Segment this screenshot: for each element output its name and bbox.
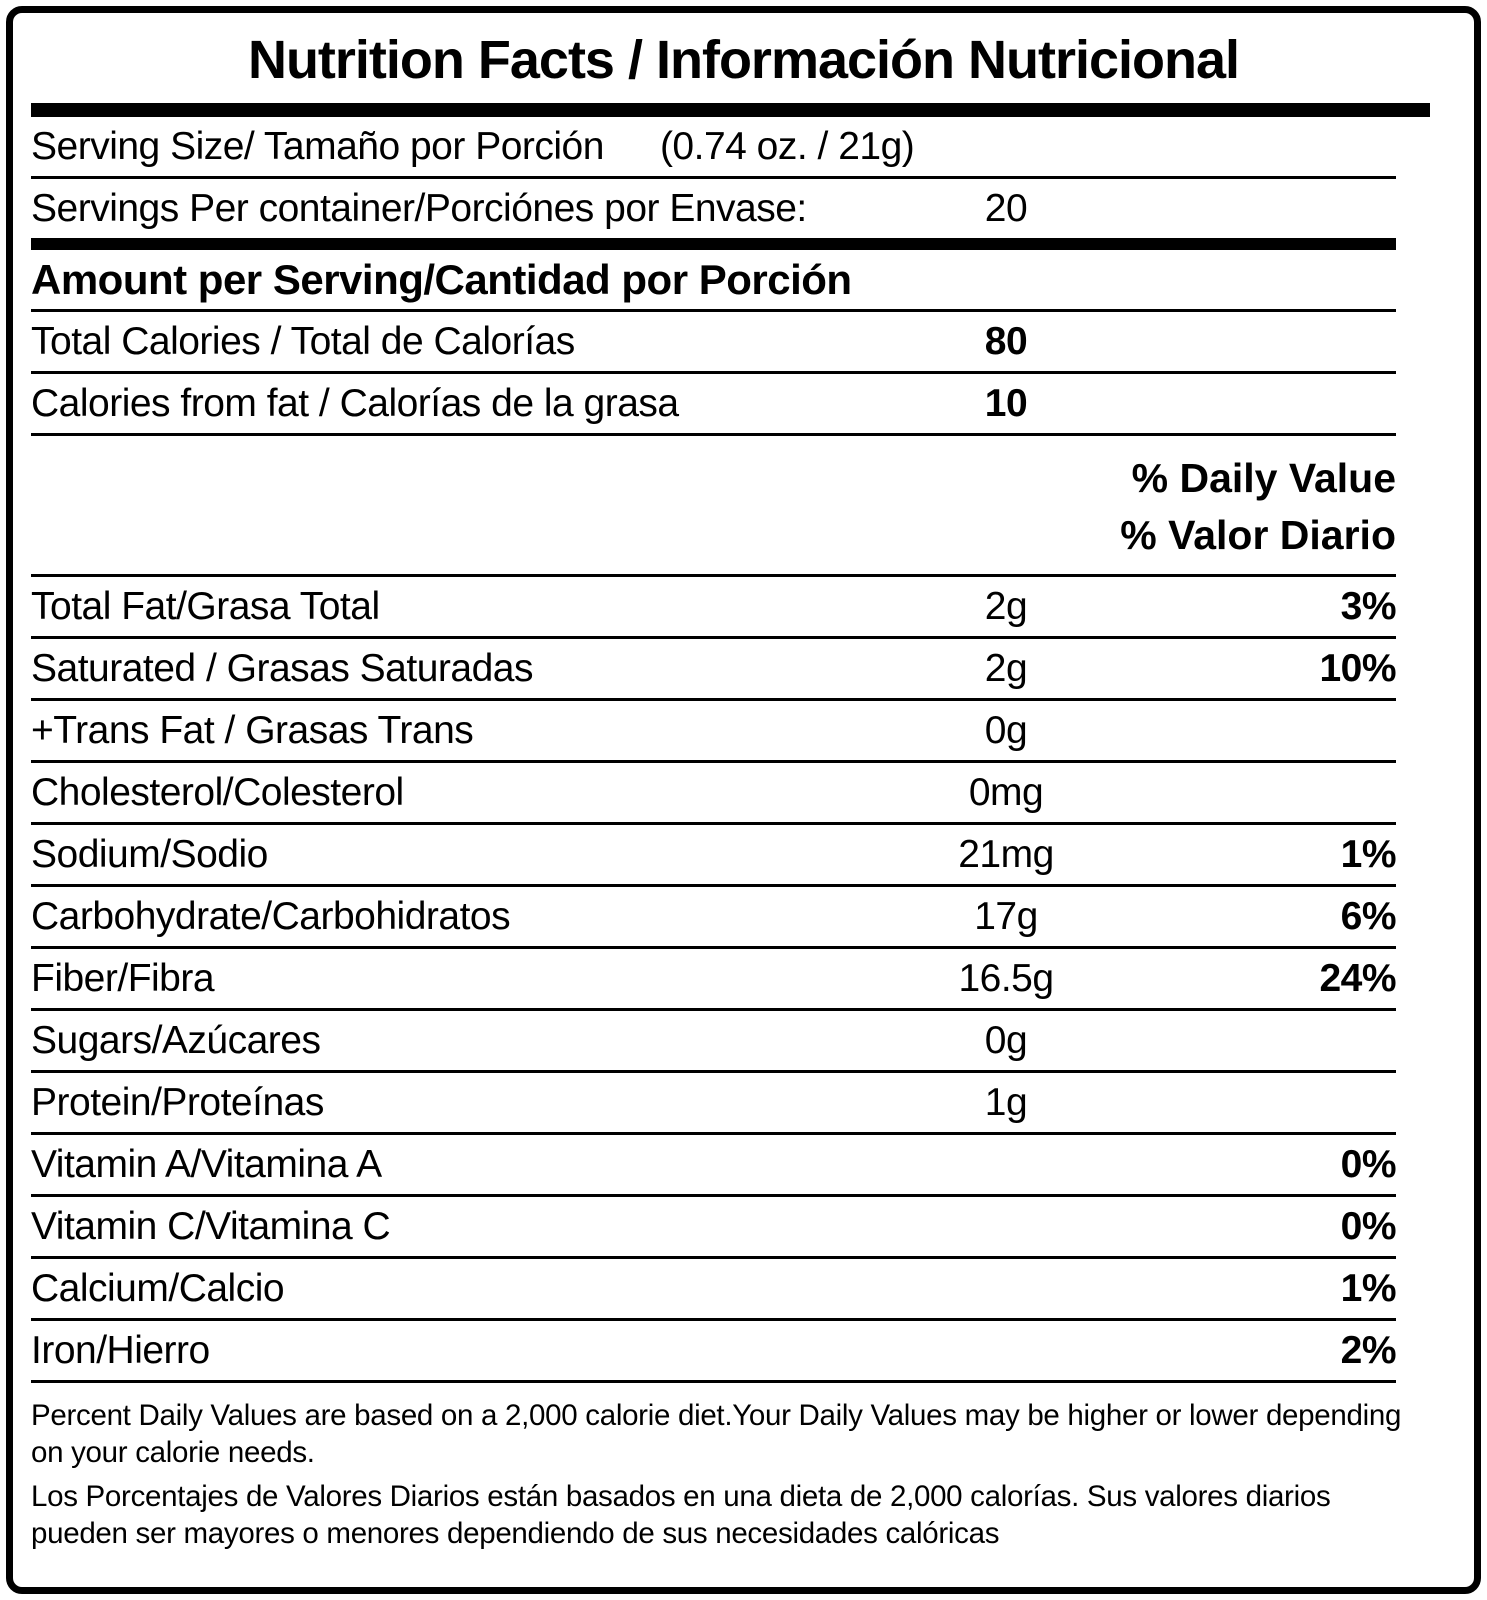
nutrient-label: Sugars/Azúcares xyxy=(31,1018,321,1062)
nutrient-row-vitamin-c: Vitamin C/Vitamina C 0% xyxy=(31,1197,1397,1259)
nutrient-row-saturated-fat: Saturated / Grasas Saturadas 2g 10% xyxy=(31,639,1397,701)
nutrient-dv: 0% xyxy=(1340,1142,1397,1186)
footnotes: Percent Daily Values are based on a 2,00… xyxy=(31,1397,1434,1553)
nutrient-row-sugars: Sugars/Azúcares 0g xyxy=(31,1011,1396,1073)
calories-from-fat-value: 10 xyxy=(984,381,1028,425)
total-calories-value: 80 xyxy=(984,319,1028,363)
footnote-en: Percent Daily Values are based on a 2,00… xyxy=(31,1399,1402,1470)
nutrient-amount: 17g xyxy=(974,894,1038,938)
daily-value-header: % Daily Value % Valor Diario xyxy=(31,436,1396,577)
daily-value-header-en: % Daily Value xyxy=(1131,455,1396,501)
serving-size-label: Serving Size/ Tamaño por Porción xyxy=(31,124,604,168)
nutrient-dv: 1% xyxy=(1340,832,1397,876)
nutrient-dv: 6% xyxy=(1340,894,1397,938)
nutrient-amount: 2g xyxy=(984,584,1028,628)
nutrient-label: Total Fat/Grasa Total xyxy=(31,584,380,628)
nutrient-row-iron: Iron/Hierro 2% xyxy=(31,1321,1397,1383)
label-body: Serving Size/ Tamaño por Porción (0.74 o… xyxy=(31,117,1397,1383)
servings-per-container-value: 20 xyxy=(984,186,1028,230)
total-calories-label: Total Calories / Total de Calorías xyxy=(31,319,575,363)
nutrient-label: Protein/Proteínas xyxy=(31,1080,324,1124)
serving-size-value: (0.74 oz. / 21g) xyxy=(659,124,915,168)
footnote-es: Los Porcentajes de Valores Diarios están… xyxy=(31,1479,1331,1551)
nutrient-row-fiber: Fiber/Fibra 16.5g 24% xyxy=(31,949,1397,1011)
nutrient-row-vitamin-a: Vitamin A/Vitamina A 0% xyxy=(31,1135,1397,1197)
nutrient-dv: 1% xyxy=(1340,1266,1397,1310)
nutrient-amount: 2g xyxy=(984,646,1028,690)
nutrient-label: +Trans Fat / Grasas Trans xyxy=(31,708,474,752)
nutrient-amount: 0g xyxy=(984,1018,1028,1062)
calories-from-fat-label: Calories from fat / Calorías de la grasa xyxy=(31,381,679,425)
nutrient-label: Saturated / Grasas Saturadas xyxy=(31,646,533,690)
amount-per-serving-text: Amount per Serving/Cantidad por Porción xyxy=(31,255,852,303)
nutrient-row-protein: Protein/Proteínas 1g xyxy=(31,1073,1396,1135)
nutrient-label: Vitamin A/Vitamina A xyxy=(31,1142,382,1186)
nutrient-label: Vitamin C/Vitamina C xyxy=(31,1204,391,1248)
nutrient-label: Cholesterol/Colesterol xyxy=(31,770,404,814)
nutrient-label: Fiber/Fibra xyxy=(31,956,215,1000)
servings-per-container-row: Servings Per container/Porciónes por Env… xyxy=(31,179,1396,241)
label-title: Nutrition Facts / Información Nutriciona… xyxy=(247,30,1240,90)
nutrient-label: Calcium/Calcio xyxy=(31,1266,285,1310)
nutrient-amount: 0g xyxy=(984,708,1028,752)
nutrient-row-cholesterol: Cholesterol/Colesterol 0mg xyxy=(31,763,1396,825)
nutrient-dv: 10% xyxy=(1319,646,1396,690)
nutrient-row-total-fat: Total Fat/Grasa Total 2g 3% xyxy=(31,577,1397,639)
servings-per-container-label: Servings Per container/Porciónes por Env… xyxy=(31,186,807,230)
nutrition-facts-label: Nutrition Facts / Información Nutriciona… xyxy=(6,6,1481,1594)
nutrient-label: Sodium/Sodio xyxy=(31,832,268,876)
total-calories-row: Total Calories / Total de Calorías 80 xyxy=(31,312,1396,374)
nutrient-label: Carbohydrate/Carbohidratos xyxy=(31,894,511,938)
amount-per-serving-header: Amount per Serving/Cantidad por Porción xyxy=(31,250,1396,312)
nutrient-amount: 21mg xyxy=(958,832,1054,876)
title-separator-bar xyxy=(31,103,1430,117)
nutrient-dv: 3% xyxy=(1340,584,1397,628)
nutrient-row-sodium: Sodium/Sodio 21mg 1% xyxy=(31,825,1397,887)
section-separator-bar xyxy=(31,241,1396,250)
nutrient-dv: 0% xyxy=(1340,1204,1397,1248)
nutrient-row-carbohydrate: Carbohydrate/Carbohidratos 17g 6% xyxy=(31,887,1397,949)
nutrient-row-calcium: Calcium/Calcio 1% xyxy=(31,1259,1397,1321)
daily-value-header-es: % Valor Diario xyxy=(1120,512,1396,558)
nutrient-amount: 16.5g xyxy=(958,956,1054,1000)
nutrient-label: Iron/Hierro xyxy=(31,1328,210,1372)
nutrient-row-trans-fat: +Trans Fat / Grasas Trans 0g xyxy=(31,701,1396,763)
nutrient-dv: 24% xyxy=(1319,956,1396,1000)
nutrient-amount: 0mg xyxy=(968,770,1044,814)
serving-size-row: Serving Size/ Tamaño por Porción (0.74 o… xyxy=(31,117,1396,179)
nutrient-dv: 2% xyxy=(1340,1328,1397,1372)
calories-from-fat-row: Calories from fat / Calorías de la grasa… xyxy=(31,374,1396,436)
nutrient-amount: 1g xyxy=(984,1080,1028,1124)
